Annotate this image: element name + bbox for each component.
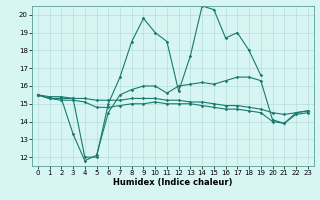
X-axis label: Humidex (Indice chaleur): Humidex (Indice chaleur) bbox=[113, 178, 233, 187]
